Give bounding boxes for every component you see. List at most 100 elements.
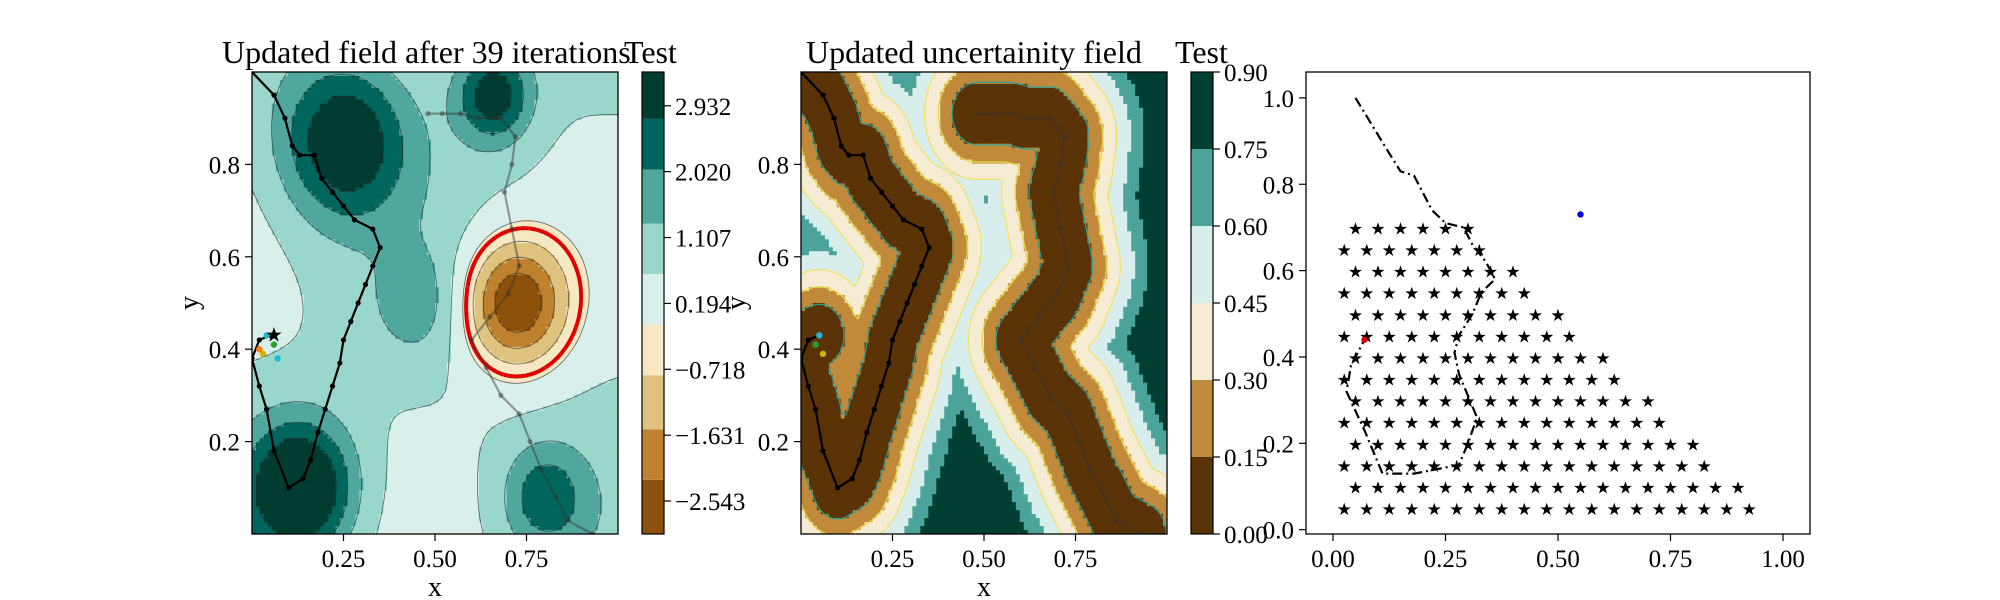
field-cell: [367, 163, 372, 169]
field-cell: [279, 251, 285, 256]
field-cell: [287, 279, 293, 284]
field-cell: [275, 235, 281, 240]
field-cell: [331, 155, 337, 161]
field-cell: [462, 107, 468, 113]
field-cell: [442, 251, 448, 256]
field-cell: [271, 235, 277, 240]
field-cell: [526, 163, 532, 169]
field-cell: [395, 131, 400, 137]
field-cell: [327, 163, 333, 169]
field-cell: [610, 151, 615, 157]
field-cell: [279, 163, 285, 169]
field-cell: [546, 191, 551, 197]
field-cell: [494, 167, 500, 173]
field-cell: [574, 91, 579, 97]
field-cell: [538, 115, 544, 121]
field-cell: [522, 143, 528, 149]
field-cell: [315, 135, 321, 141]
field-cell: [450, 99, 456, 105]
field-cell: [490, 139, 496, 145]
field-cell: [438, 215, 444, 220]
field-cell: [606, 255, 611, 260]
field-cell: [307, 263, 313, 268]
field-cell: [470, 111, 476, 117]
field-cell: [411, 87, 416, 93]
field-cell: [486, 163, 492, 169]
field-cell: [458, 231, 464, 236]
field-cell: [482, 207, 488, 212]
field-cell: [438, 139, 444, 145]
field-cell: [526, 127, 532, 133]
field-cell: [478, 255, 484, 260]
field-cell: [383, 227, 388, 232]
field-cell: [562, 207, 567, 212]
field-cell: [375, 99, 380, 105]
field-cell: [315, 171, 321, 177]
field-cell: [291, 167, 297, 173]
field-cell: [287, 199, 293, 205]
field-cell: [570, 207, 575, 212]
field-cell: [614, 75, 618, 81]
field-cell: [514, 95, 520, 101]
field-cell: [339, 159, 345, 165]
field-cell: [438, 207, 444, 212]
field-cell: [566, 235, 571, 240]
field-cell: [252, 219, 257, 224]
field-cell: [403, 275, 408, 280]
field-cell: [407, 171, 412, 177]
field-cell: [351, 275, 357, 280]
field-cell: [594, 103, 599, 109]
field-cell: [307, 259, 313, 264]
field-cell: [514, 91, 520, 97]
field-cell: [454, 147, 460, 153]
field-cell: [470, 231, 476, 236]
field-cell: [279, 263, 285, 268]
field-cell: [283, 195, 289, 201]
field-cell: [586, 235, 591, 240]
field-cell: [387, 131, 392, 137]
field-cell: [542, 95, 547, 101]
field-cell: [538, 123, 544, 129]
field-cell: [558, 99, 563, 105]
field-cell: [446, 175, 452, 181]
field-cell: [450, 147, 456, 153]
field-cell: [271, 267, 277, 272]
field-cell: [311, 131, 317, 137]
field-cell: [355, 207, 361, 212]
field-cell: [582, 167, 587, 173]
field-cell: [458, 107, 464, 113]
field-cell: [522, 171, 528, 177]
field-cell: [598, 103, 603, 109]
field-cell: [299, 127, 305, 133]
field-cell: [590, 223, 595, 228]
field-cell: [542, 99, 547, 105]
field-cell: [582, 163, 587, 169]
field-cell: [387, 191, 392, 197]
field-cell: [347, 159, 353, 165]
field-cell: [494, 107, 500, 113]
field-cell: [383, 155, 388, 161]
field-cell: [335, 243, 341, 248]
field-cell: [271, 79, 277, 85]
field-cell: [355, 167, 361, 173]
field-cell: [391, 227, 396, 232]
field-cell: [255, 139, 261, 145]
field-cell: [578, 199, 583, 205]
field-cell: [311, 243, 317, 248]
field-cell: [610, 155, 615, 161]
field-cell: [474, 75, 480, 81]
field-cell: [598, 255, 603, 260]
field-cell: [490, 87, 496, 93]
field-cell: [383, 123, 388, 129]
field-cell: [614, 223, 618, 228]
field-cell: [538, 151, 544, 157]
field-cell: [482, 103, 488, 109]
field-cell: [271, 171, 277, 177]
field-cell: [319, 215, 325, 220]
field-cell: [363, 247, 368, 252]
field-cell: [259, 119, 265, 125]
field-cell: [299, 123, 305, 129]
field-cell: [403, 235, 408, 240]
field-cell: [319, 199, 325, 205]
field-cell: [287, 191, 293, 197]
